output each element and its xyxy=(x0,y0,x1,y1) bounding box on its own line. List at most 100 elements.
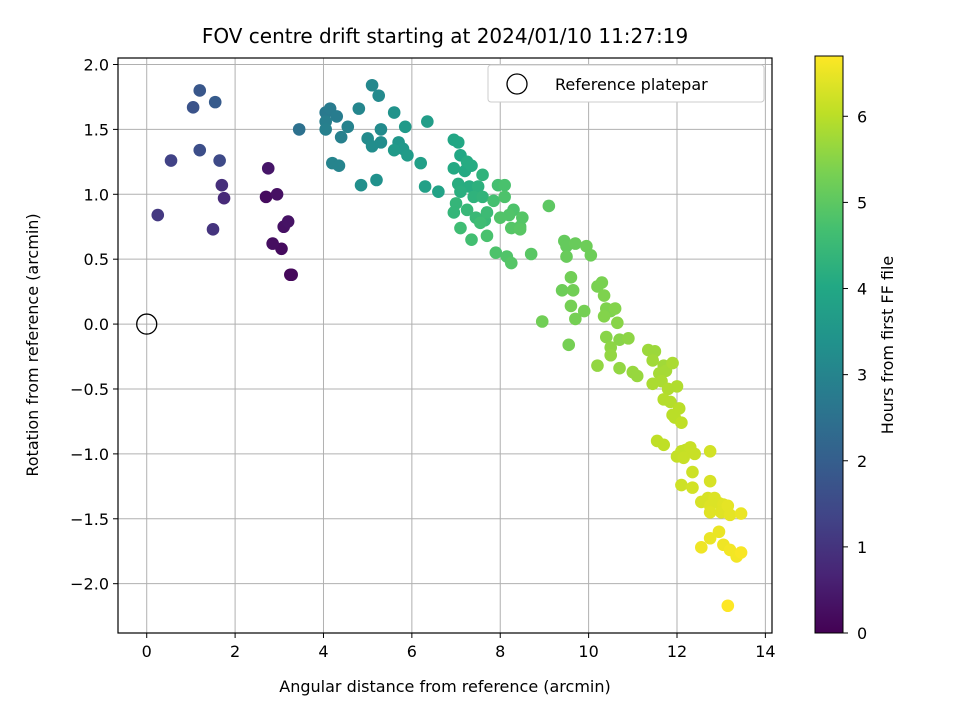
data-point xyxy=(372,89,386,102)
data-point xyxy=(498,190,511,204)
data-point xyxy=(374,123,388,136)
data-point xyxy=(675,416,688,430)
grid xyxy=(118,58,772,633)
data-point xyxy=(401,149,414,162)
data-point xyxy=(217,191,231,205)
data-point xyxy=(703,531,717,545)
data-point xyxy=(387,143,401,157)
data-point xyxy=(622,332,635,345)
data-point xyxy=(560,250,573,263)
data-point xyxy=(370,173,383,187)
colorbar-ticks: 0 1 2 3 4 5 6 xyxy=(843,107,867,643)
data-point xyxy=(513,223,527,236)
colorbar-tick-label: 2 xyxy=(857,452,867,471)
data-point xyxy=(151,208,165,222)
data-point xyxy=(387,106,401,119)
data-point xyxy=(611,316,624,330)
data-point xyxy=(164,154,178,167)
data-point xyxy=(489,246,503,259)
data-point xyxy=(686,465,699,479)
x-axis-ticks: 0 2 4 6 8 10 12 14 xyxy=(142,633,776,661)
data-point xyxy=(613,361,626,375)
data-point xyxy=(480,206,494,219)
reference-marker-group xyxy=(136,313,158,335)
colorbar-label: Hours from first FF file xyxy=(878,256,897,435)
x-tick-label: 2 xyxy=(230,642,240,661)
data-point xyxy=(524,247,538,261)
data-point xyxy=(487,194,500,208)
y-axis-label: Rotation from reference (arcmin) xyxy=(23,213,42,476)
colorbar xyxy=(814,55,844,634)
reference-marker xyxy=(136,313,158,335)
data-point xyxy=(365,139,379,153)
y-tick-label: 1.5 xyxy=(84,120,109,139)
data-point xyxy=(630,369,644,383)
data-point xyxy=(447,206,461,219)
data-point xyxy=(562,338,576,352)
data-point xyxy=(734,507,748,520)
data-point xyxy=(686,481,699,494)
data-point xyxy=(465,233,478,247)
data-point xyxy=(186,101,200,114)
x-tick-label: 6 xyxy=(407,642,417,661)
data-point xyxy=(270,187,284,201)
data-point xyxy=(597,289,611,302)
scatter-points xyxy=(151,78,748,613)
chart-title: FOV centre drift starting at 2024/01/10 … xyxy=(202,24,688,48)
x-tick-label: 4 xyxy=(318,642,328,661)
data-point xyxy=(334,130,348,144)
data-point xyxy=(604,348,618,362)
x-tick-label: 12 xyxy=(667,642,687,661)
data-point xyxy=(703,474,717,488)
data-point xyxy=(569,312,582,326)
data-point xyxy=(703,444,717,458)
data-point xyxy=(319,123,332,136)
y-tick-label: 2.0 xyxy=(84,55,109,74)
data-point xyxy=(566,284,580,297)
data-point xyxy=(584,248,598,262)
data-point xyxy=(608,302,622,315)
legend: Reference platepar xyxy=(487,64,765,103)
data-point xyxy=(332,159,346,173)
data-point xyxy=(498,178,511,192)
data-point xyxy=(215,178,229,192)
x-tick-label: 14 xyxy=(755,642,775,661)
data-point xyxy=(591,359,604,372)
data-point xyxy=(564,299,578,313)
y-tick-label: −2.0 xyxy=(70,575,109,594)
data-point xyxy=(418,180,432,193)
data-point xyxy=(516,211,529,224)
plot-frame xyxy=(117,57,773,634)
y-tick-label: −1.0 xyxy=(70,445,109,464)
data-point xyxy=(451,136,465,149)
data-point xyxy=(193,143,207,157)
data-point xyxy=(414,156,427,170)
data-point xyxy=(493,211,507,224)
data-point xyxy=(670,380,684,393)
y-axis-ticks: −2.0 −1.5 −1.0 −0.5 0.0 0.5 1.0 1.5 2.0 xyxy=(70,55,118,594)
colorbar-tick-label: 5 xyxy=(857,193,867,212)
data-point xyxy=(555,284,569,297)
data-point xyxy=(595,276,609,289)
data-point xyxy=(599,330,613,344)
data-point xyxy=(447,162,461,175)
data-point xyxy=(352,102,366,115)
data-point xyxy=(721,599,735,613)
data-point xyxy=(454,221,467,235)
data-point xyxy=(597,309,611,323)
data-point xyxy=(259,190,273,204)
data-point xyxy=(577,304,591,318)
data-point xyxy=(657,438,671,452)
data-point xyxy=(467,190,481,204)
data-point xyxy=(569,237,582,250)
data-point xyxy=(454,185,467,198)
data-point xyxy=(542,199,556,213)
legend-box xyxy=(487,64,765,103)
data-point xyxy=(675,478,688,492)
y-tick-label: 0.0 xyxy=(84,315,109,334)
data-point xyxy=(206,223,220,236)
data-point xyxy=(476,168,489,182)
colorbar-tick-label: 6 xyxy=(857,107,867,126)
legend-marker xyxy=(506,73,528,95)
